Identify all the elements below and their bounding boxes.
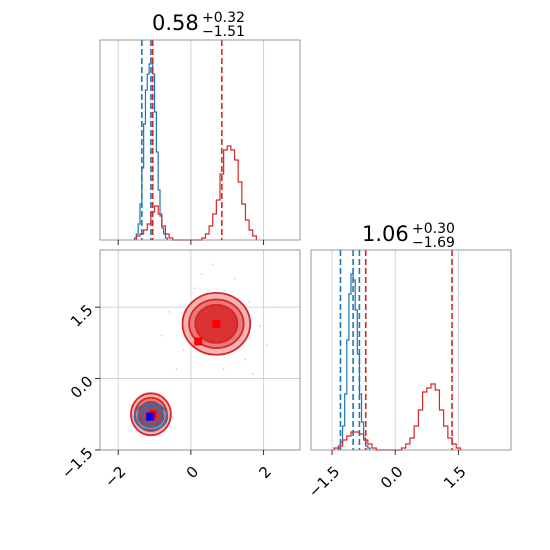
hist-y-xtick-label: 1.5: [440, 463, 470, 493]
scatter-xy-sample-point: [251, 373, 254, 375]
hist-x-bg: [100, 40, 300, 240]
scatter-xy-ytick-label: 0.0: [67, 372, 97, 402]
panel-hist-y: −1.5 0.0 1.5: [305, 249, 512, 501]
scatter-xy-red-marker-mid: [194, 337, 203, 346]
scatter-xy-sample-point: [211, 263, 214, 266]
scatter-xy-contour-blue-lower: [140, 408, 161, 425]
scatter-xy-contour-blue-lower: [137, 405, 165, 429]
scatter-xy-ytick-label: −1.5: [58, 444, 96, 482]
title-hist-y-sup: +0.30: [412, 221, 455, 237]
scatter-xy-sample-point: [175, 368, 178, 370]
hist-y-hist-red: [333, 383, 462, 451]
scatter-xy-red-marker-upper: [212, 319, 221, 328]
hist-x-frame: [99, 39, 301, 241]
scatter-xy-sample-point: [233, 277, 236, 280]
scatter-xy-xtick-label: 2: [255, 463, 274, 482]
scatter-xy-blue-marker-lower: [146, 412, 155, 421]
title-hist-y: 1.06 +0.30 −1.69: [362, 221, 455, 251]
scatter-xy-sample-point: [244, 358, 247, 361]
scatter-xy-sample-point: [193, 287, 196, 289]
panel-hist-x: [99, 39, 301, 245]
hist-y-frame: [310, 249, 512, 451]
scatter-xy-sample-point: [201, 273, 203, 275]
panel-scatter-xy: −2 0 2 −1.5 0.0 1.5: [58, 249, 301, 491]
scatter-xy-sample-point: [248, 301, 250, 304]
scatter-xy-xtick-label: −2: [101, 463, 129, 491]
scatter-xy-sample-point: [182, 349, 185, 351]
scatter-xy-sample-point: [259, 325, 261, 327]
hist-y-hist-blue: [337, 273, 371, 450]
title-hist-x-sub: −1.51: [202, 24, 245, 40]
scatter-xy-frame: [99, 249, 301, 451]
title-hist-x-value: 0.58: [152, 11, 199, 35]
hist-y-xtick-label: −1.5: [305, 463, 343, 501]
scatter-xy-contour-blue-lower: [133, 402, 169, 431]
scatter-xy-sample-point: [266, 344, 269, 347]
scatter-xy-ytick-label: 1.5: [67, 301, 97, 331]
scatter-xy-sample-point: [168, 311, 170, 313]
title-hist-x: 0.58 +0.32 −1.51: [152, 10, 245, 40]
hist-y-xtick-label: 0.0: [377, 463, 407, 493]
scatter-xy-sample-point: [222, 368, 225, 370]
title-hist-y-sub: −1.69: [412, 235, 455, 251]
hist-x-hist-red: [135, 145, 257, 241]
title-hist-x-sup: +0.32: [202, 10, 245, 26]
scatter-xy-sample-point: [161, 334, 163, 337]
scatter-xy-xtick-label: 0: [183, 463, 202, 482]
title-hist-y-value: 1.06: [362, 222, 409, 246]
scatter-xy-sample-point: [273, 306, 276, 308]
